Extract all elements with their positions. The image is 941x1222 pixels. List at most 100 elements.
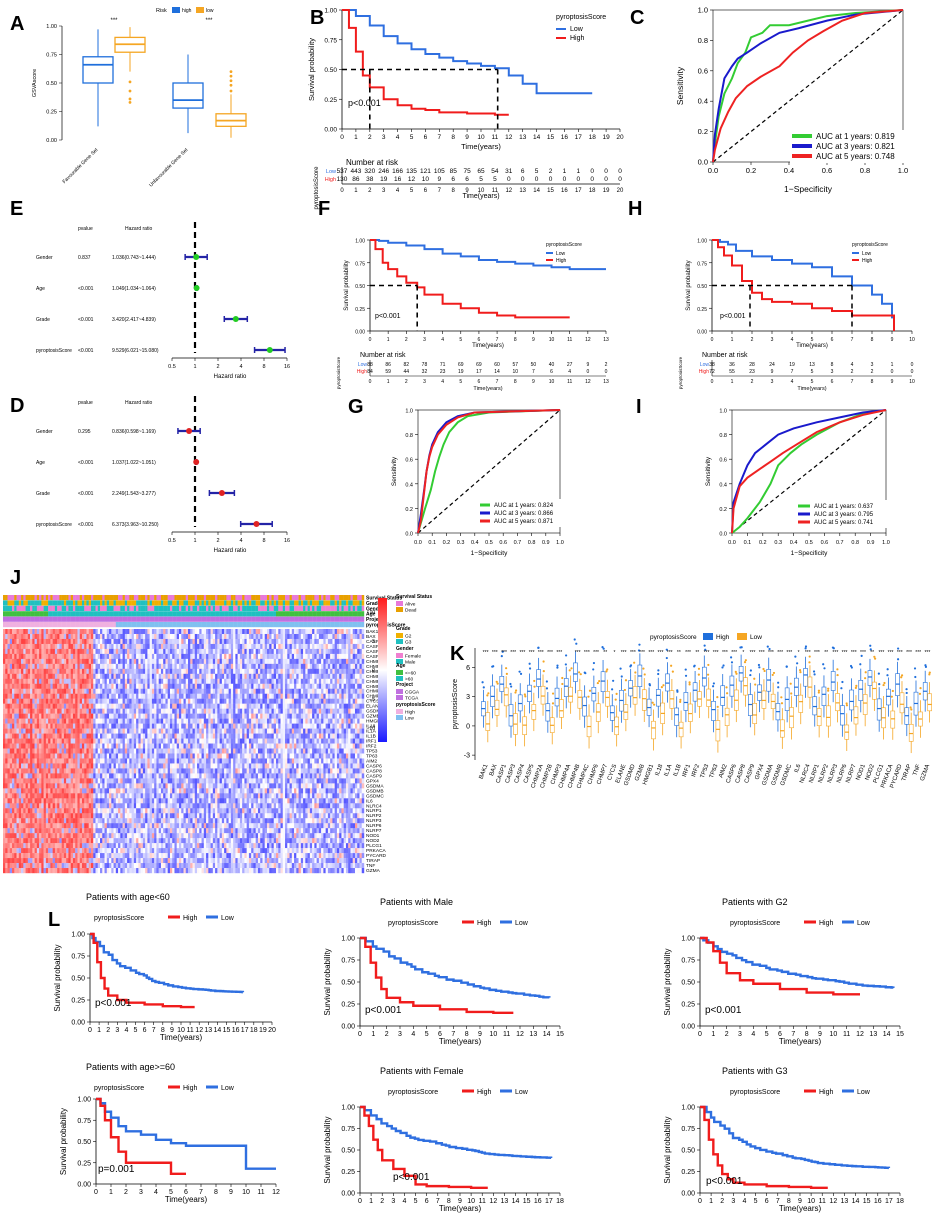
j-annotation-cell bbox=[100, 622, 103, 628]
j-heat-cell bbox=[357, 693, 360, 699]
j-heat-cell bbox=[185, 629, 189, 635]
j-heat-cell bbox=[54, 663, 58, 670]
y-tick-label: 0.25 bbox=[697, 307, 707, 313]
j-heat-cell bbox=[192, 693, 195, 699]
j-heat-cell bbox=[361, 713, 365, 719]
j-heat-cell bbox=[41, 703, 44, 709]
j-annotation-cell bbox=[242, 595, 245, 601]
j-heat-cell bbox=[5, 703, 8, 709]
j-heat-cell bbox=[86, 733, 89, 739]
h-risk-high-cell: 72 bbox=[709, 369, 715, 375]
j-annotation-cell bbox=[106, 600, 110, 606]
j-heat-cell bbox=[336, 629, 340, 635]
j-heat-cell bbox=[149, 713, 153, 719]
j-heat-cell bbox=[318, 643, 322, 650]
j-heat-cell bbox=[122, 673, 126, 679]
j-heat-cell bbox=[106, 673, 110, 679]
j-heat-cell bbox=[291, 643, 295, 650]
j-heat-cell bbox=[124, 718, 128, 724]
j-heat-cell bbox=[287, 648, 290, 655]
j-heat-cell bbox=[142, 673, 146, 679]
j-heat-cell bbox=[271, 658, 274, 665]
j-annotation-cell bbox=[115, 605, 119, 611]
j-annotation-cell bbox=[68, 616, 71, 622]
j-heat-cell bbox=[266, 683, 270, 689]
j-heat-cell bbox=[45, 718, 49, 724]
j-annotation-cell bbox=[334, 595, 338, 601]
j-heat-cell bbox=[16, 629, 19, 635]
b-risk-x-tick: 20 bbox=[617, 188, 624, 194]
b-risk-high-cell: 10 bbox=[422, 176, 430, 183]
j-annotation-cell bbox=[312, 605, 315, 611]
j-heat-cell bbox=[185, 728, 189, 734]
j-heat-cell bbox=[239, 703, 243, 709]
j-annotation-cell bbox=[298, 622, 302, 628]
j-annotation-cell bbox=[305, 622, 308, 628]
j-heat-cell bbox=[57, 723, 60, 729]
j-heat-cell bbox=[316, 708, 320, 714]
j-heat-cell bbox=[30, 723, 33, 729]
j-heat-cell bbox=[339, 638, 342, 645]
j-heat-cell bbox=[235, 688, 238, 694]
j-gene-label: CHMP3 bbox=[366, 669, 383, 675]
j-heat-cell bbox=[104, 648, 107, 655]
j-heat-cell bbox=[138, 638, 141, 645]
j-heat-cell bbox=[206, 708, 209, 714]
j-heat-cell bbox=[264, 643, 268, 650]
j-heat-cell bbox=[343, 713, 347, 719]
j-heat-cell bbox=[102, 658, 105, 665]
j-heat-cell bbox=[294, 708, 297, 714]
j-annotation-cell bbox=[235, 616, 238, 622]
j-annotation-cell bbox=[27, 600, 31, 606]
j-heat-cell bbox=[318, 653, 322, 660]
j-heat-cell bbox=[118, 629, 121, 635]
j-heat-cell bbox=[219, 718, 223, 724]
j-heat-cell bbox=[345, 688, 349, 694]
j-heat-cell bbox=[151, 653, 155, 660]
j-annotation-cell bbox=[224, 595, 227, 601]
b-risk-high-cell: 0 bbox=[604, 176, 608, 183]
j-heat-cell bbox=[163, 728, 166, 734]
j-annotation-cell bbox=[271, 600, 274, 606]
j-annotation-cell bbox=[124, 616, 128, 622]
j-heat-cell bbox=[354, 698, 358, 704]
f-risk-high-cell: 6 bbox=[550, 369, 553, 375]
j-heat-cell bbox=[289, 728, 292, 734]
j-heat-cell bbox=[122, 703, 126, 709]
j-heat-cell bbox=[140, 688, 144, 694]
i-x-tick-label: 0.1 bbox=[744, 540, 752, 546]
d-point-estimate bbox=[218, 490, 225, 496]
j-heat-cell bbox=[230, 663, 234, 670]
j-heat-cell bbox=[154, 648, 157, 655]
j-heat-cell bbox=[163, 663, 166, 670]
j-heat-cell bbox=[151, 668, 155, 675]
j-heat-cell bbox=[158, 653, 162, 660]
j-annotation-cell bbox=[127, 611, 130, 617]
g-x-tick-label: 0.4 bbox=[471, 540, 479, 546]
b-risk-low-cell: 6 bbox=[521, 168, 525, 175]
j-heat-cell bbox=[339, 723, 342, 729]
j-gene-label: BAX bbox=[366, 634, 376, 640]
j-heat-cell bbox=[93, 673, 96, 679]
j-heat-cell bbox=[95, 648, 98, 655]
f-risk-low-cell: 78 bbox=[422, 362, 428, 368]
j-annotation-cell bbox=[255, 616, 259, 622]
j-heat-cell bbox=[151, 643, 155, 650]
j-heat-cell bbox=[176, 643, 180, 650]
j-heat-cell bbox=[323, 703, 326, 709]
j-annotation-cell bbox=[354, 595, 358, 601]
j-heat-cell bbox=[321, 629, 324, 635]
j-heat-cell bbox=[336, 663, 340, 670]
j-annotation-cell bbox=[3, 605, 6, 611]
j-heat-cell bbox=[248, 688, 252, 694]
j-annotation-cell bbox=[178, 622, 182, 628]
j-heat-cell bbox=[70, 688, 74, 694]
j-heat-cell bbox=[145, 678, 148, 684]
j-heat-cell bbox=[48, 658, 51, 665]
j-heat-cell bbox=[41, 673, 44, 679]
j-heat-cell bbox=[303, 718, 306, 724]
j-annotation-cell bbox=[246, 595, 250, 601]
j-annotation-cell bbox=[197, 616, 200, 622]
j-annotation-cell bbox=[72, 611, 76, 617]
e-x-axis-label: Hazard ratio bbox=[214, 374, 247, 380]
